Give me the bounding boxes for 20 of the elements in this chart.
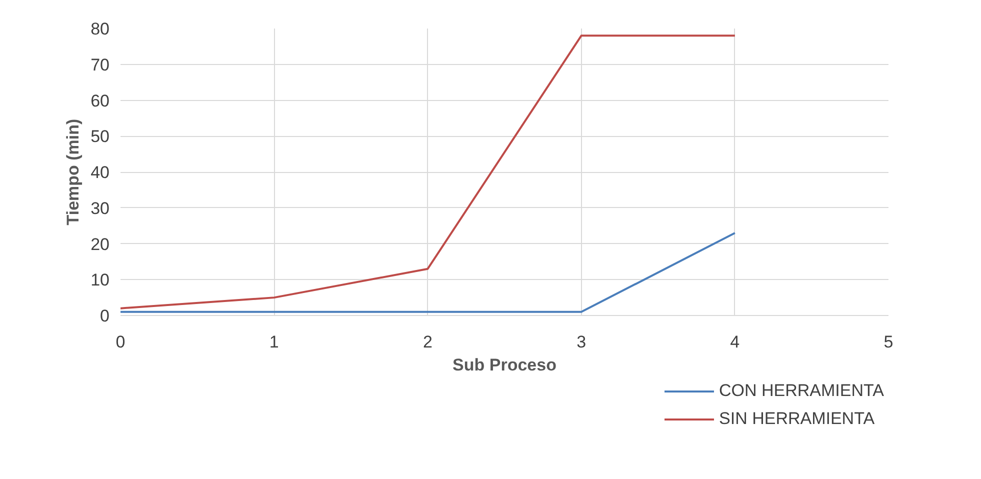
- y-tick-label: 30: [90, 198, 110, 218]
- x-tick-label: 5: [884, 332, 894, 352]
- y-tick-label: 60: [90, 91, 110, 110]
- x-tick-label: 0: [116, 332, 126, 352]
- y-tick-label: 50: [90, 127, 110, 146]
- line-series: [120, 34, 736, 310]
- y-tick-label: 0: [100, 306, 110, 326]
- y-tick-label: 40: [90, 163, 110, 182]
- x-tick-label: 1: [269, 332, 279, 352]
- y-tick-label: 10: [90, 270, 110, 290]
- legend-label: SIN HERRAMIENTA: [719, 409, 875, 429]
- x-tick-label: 3: [576, 332, 586, 352]
- x-tick-label: 4: [730, 332, 740, 352]
- y-tick-label: 70: [90, 55, 110, 74]
- x-tick-label: 2: [422, 332, 432, 352]
- x-axis-title: Sub Proceso: [452, 356, 556, 374]
- legend-label: CON HERRAMIENTA: [719, 381, 884, 401]
- y-tick-label: 80: [90, 20, 110, 38]
- y-axis-title: Tiempo (min): [64, 118, 83, 226]
- y-tick-label: 20: [90, 234, 110, 254]
